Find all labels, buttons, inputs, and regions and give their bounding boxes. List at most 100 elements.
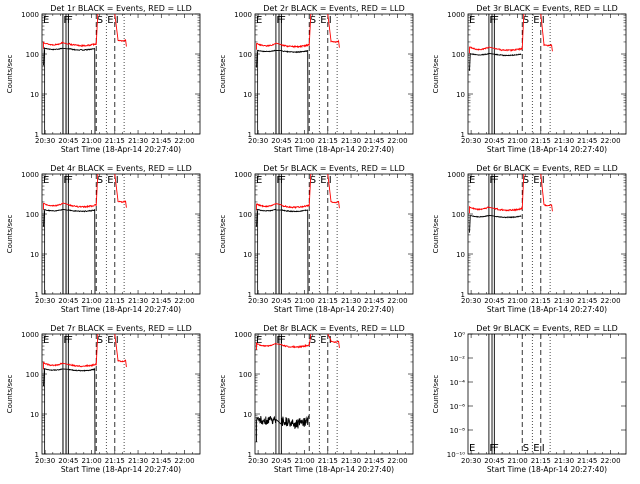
y-tick-label: 100 <box>452 211 465 219</box>
x-tick-label: 21:15 <box>531 137 551 145</box>
x-tick-label: 20:45 <box>484 137 504 145</box>
panel-6: Det 6r BLACK = Events, RED = LLD Counts/s… <box>432 164 627 314</box>
marker-letter-E: E <box>107 175 113 186</box>
x-axis-label: Start Time (18-Apr-14 20:27:40) <box>487 145 607 154</box>
x-tick-label: 20:45 <box>484 297 504 305</box>
marker-letter-F: F <box>489 15 495 26</box>
x-tick-label: 20:45 <box>271 457 291 465</box>
marker-letter-E: E <box>256 175 262 186</box>
y-tick-label: 10⁻⁸ <box>450 427 466 435</box>
x-tick-label: 20:45 <box>271 137 291 145</box>
y-axis-label: Counts/sec <box>219 215 227 254</box>
panel-title: Det 6r BLACK = Events, RED = LLD <box>476 164 618 173</box>
x-tick-label: 21:15 <box>318 457 338 465</box>
y-tick-label: 10 <box>456 91 465 99</box>
y-axis-label: Counts/sec <box>6 215 14 254</box>
marker-letter-F: F <box>67 335 73 346</box>
y-axis-label: Counts/sec <box>219 375 227 414</box>
marker-letter-F: F <box>276 175 282 186</box>
lld-series-line-post-saa <box>327 173 340 209</box>
marker-letter-F: F <box>489 443 495 454</box>
marker-letter-F: F <box>276 15 282 26</box>
y-tick-label: 10⁰ <box>453 331 465 339</box>
marker-letter-F: F <box>489 175 495 186</box>
marker-letter-I: I <box>329 335 332 346</box>
x-tick-label: 21:15 <box>105 297 125 305</box>
panel-4: Det 4r BLACK = Events, RED = LLD Counts/s… <box>6 164 201 314</box>
y-tick-label: 1 <box>248 131 252 139</box>
x-tick-label: 21:15 <box>105 137 125 145</box>
plot-frame <box>467 333 627 455</box>
marker-letter-E: E <box>256 15 262 26</box>
y-tick-label: 1 <box>248 291 252 299</box>
x-tick-label: 21:45 <box>364 137 384 145</box>
x-tick-label: 21:30 <box>554 297 574 305</box>
events-series-line <box>256 49 309 135</box>
lld-series-line-post-saa <box>114 13 127 47</box>
marker-letter-E: E <box>320 15 326 26</box>
x-tick-label: 21:30 <box>128 297 148 305</box>
x-tick-label: 20:30 <box>461 137 481 145</box>
lld-series-line <box>256 333 312 350</box>
marker-letter-F: F <box>276 335 282 346</box>
marker-letter-I: I <box>542 175 545 186</box>
x-tick-label: 21:00 <box>81 457 101 465</box>
marker-letter-F: F <box>63 15 69 26</box>
x-tick-label: 21:15 <box>318 137 338 145</box>
marker-letter-E: E <box>320 175 326 186</box>
y-axis-label: Counts/sec <box>432 375 440 414</box>
y-tick-label: 10 <box>30 411 39 419</box>
lld-series-line-post-saa <box>114 333 127 368</box>
x-tick-label: 21:45 <box>577 297 597 305</box>
marker-letter-E: E <box>469 15 475 26</box>
marker-letter-S: S <box>97 15 103 26</box>
x-tick-label: 20:45 <box>58 137 78 145</box>
plot-frame <box>254 333 414 455</box>
y-tick-label: 1 <box>461 131 465 139</box>
x-tick-label: 21:00 <box>294 457 314 465</box>
events-series-line <box>469 214 522 233</box>
lld-series-line <box>43 333 99 370</box>
marker-letter-E: E <box>533 175 539 186</box>
marker-letter-F: F <box>67 15 73 26</box>
x-tick-label: 20:30 <box>461 457 481 465</box>
marker-letter-I: I <box>329 175 332 186</box>
x-tick-label: 20:45 <box>58 457 78 465</box>
marker-letter-F: F <box>280 175 286 186</box>
marker-letter-S: S <box>523 443 529 454</box>
x-tick-label: 21:15 <box>531 457 551 465</box>
marker-letter-F: F <box>493 15 499 26</box>
panel-title: Det 7r BLACK = Events, RED = LLD <box>50 324 192 333</box>
panel-9: Det 9r BLACK = Events, RED = LLD Counts/s… <box>432 324 627 474</box>
y-tick-label: 1 <box>35 451 39 459</box>
marker-letter-E: E <box>533 443 539 454</box>
lld-series-line-post-saa <box>114 173 127 208</box>
marker-letter-F: F <box>63 335 69 346</box>
x-tick-label: 20:30 <box>248 297 268 305</box>
y-tick-label: 1000 <box>447 11 465 19</box>
y-tick-label: 1 <box>35 291 39 299</box>
y-tick-label: 10 <box>30 251 39 259</box>
x-tick-label: 21:45 <box>577 137 597 145</box>
marker-letter-E: E <box>256 335 262 346</box>
marker-letter-F: F <box>67 175 73 186</box>
x-tick-label: 21:00 <box>294 137 314 145</box>
y-tick-label: 1000 <box>234 331 252 339</box>
y-tick-label: 1000 <box>21 11 39 19</box>
panel-3: Det 3r BLACK = Events, RED = LLD Counts/s… <box>432 4 627 154</box>
panel-title: Det 4r BLACK = Events, RED = LLD <box>50 164 192 173</box>
marker-letter-I: I <box>116 175 119 186</box>
x-tick-label: 20:30 <box>248 457 268 465</box>
x-axis-label: Start Time (18-Apr-14 20:27:40) <box>61 305 181 314</box>
marker-letter-I: I <box>116 335 119 346</box>
events-series-line <box>43 208 96 295</box>
panel-5: Det 5r BLACK = Events, RED = LLD Counts/s… <box>219 164 414 314</box>
x-tick-label: 20:45 <box>58 297 78 305</box>
y-tick-label: 10 <box>243 411 252 419</box>
x-tick-label: 21:30 <box>341 457 361 465</box>
y-tick-label: 10⁻² <box>450 355 466 363</box>
lld-series-line <box>469 173 525 214</box>
y-tick-label: 100 <box>26 371 39 379</box>
y-tick-label: 10⁻⁴ <box>450 379 466 387</box>
panel-2: Det 2r BLACK = Events, RED = LLD Counts/s… <box>219 4 414 154</box>
